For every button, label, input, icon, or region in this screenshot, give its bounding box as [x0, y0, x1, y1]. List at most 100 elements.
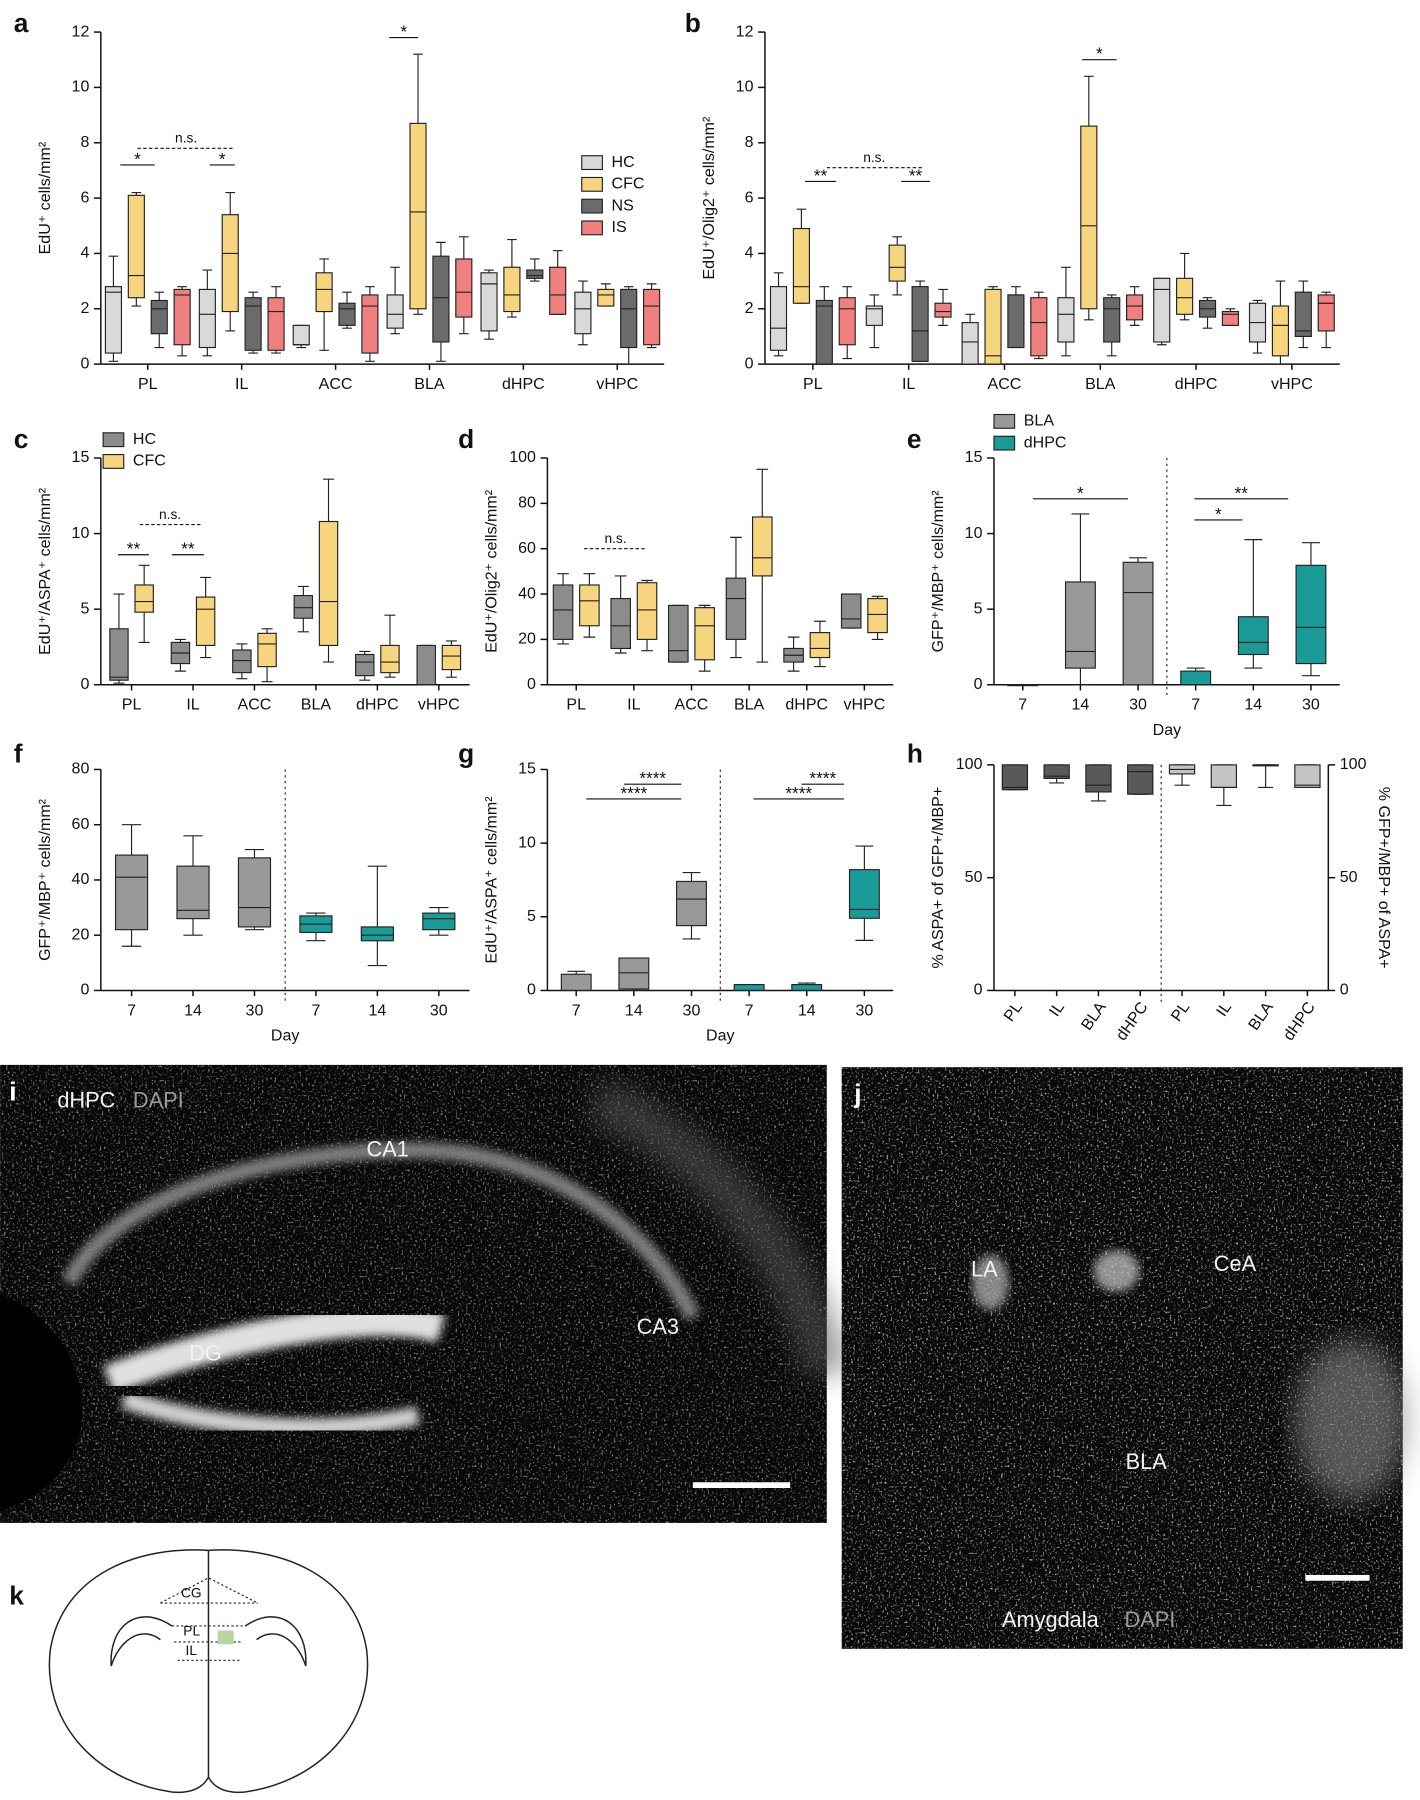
whisker-low — [1302, 663, 1320, 677]
whisker-low — [297, 618, 309, 633]
box — [620, 288, 638, 349]
x-tick-label: 30 — [430, 1001, 448, 1019]
box — [1153, 277, 1171, 343]
brain-diagram: CG PL IL k — [9, 1549, 369, 1794]
region-label: LA — [971, 1257, 998, 1282]
whisker-high — [756, 468, 769, 517]
whisker-low — [641, 639, 653, 652]
box — [409, 122, 427, 310]
box — [867, 598, 888, 634]
x-tick-label: dHPC — [502, 375, 545, 393]
x-tick-label: PL — [122, 696, 142, 714]
significance-label: **** — [785, 783, 812, 803]
whisker-high — [819, 286, 830, 301]
whisker-low — [390, 328, 400, 335]
whisker-low — [814, 657, 826, 668]
whisker-low — [1258, 764, 1274, 789]
y-tick-label: 2 — [80, 299, 89, 317]
box — [1043, 764, 1070, 779]
whisker-high — [730, 536, 742, 579]
whisker-high — [1179, 252, 1190, 279]
whisker-low — [892, 281, 903, 296]
whisker-high — [842, 286, 853, 298]
y-tick-label: 15 — [72, 448, 90, 466]
x-tick-label: dHPC — [356, 696, 399, 714]
whisker-high — [600, 283, 611, 290]
whisker-low — [698, 659, 711, 672]
box — [840, 593, 862, 629]
y-tick-label: 10 — [965, 524, 983, 542]
x-tick-label: BLA — [734, 696, 765, 714]
x-tick-label: IL — [1213, 999, 1235, 1020]
whisker-high — [297, 585, 309, 596]
whisker-low — [384, 672, 396, 678]
whisker-high — [113, 593, 125, 629]
box — [1317, 294, 1335, 332]
y-tick-label: 60 — [72, 815, 90, 833]
y-tick-label: 5 — [80, 599, 89, 617]
box — [1294, 291, 1312, 338]
whisker-low — [1084, 308, 1094, 321]
y-tick-label: 10 — [518, 833, 536, 851]
whisker-high — [459, 236, 469, 259]
box — [961, 322, 979, 365]
whisker-high — [390, 266, 400, 295]
box — [386, 294, 404, 329]
x-tick-label: 7 — [745, 1001, 754, 1019]
significance-label: n.s. — [159, 507, 181, 522]
whisker-low — [225, 311, 236, 332]
whisker-low — [413, 308, 423, 315]
box — [579, 584, 600, 627]
whisker-high — [965, 313, 975, 323]
whisker-low — [108, 353, 119, 362]
x-tick-label: ACC — [988, 375, 1022, 393]
whisker-low — [1106, 341, 1117, 357]
box — [173, 288, 191, 346]
box — [838, 297, 856, 346]
image-stain: DAPI — [133, 1087, 184, 1112]
x-tick-label: PL — [1167, 999, 1193, 1025]
box — [668, 604, 689, 663]
y2-tick-label: 50 — [1340, 868, 1358, 886]
panel-letter: f — [14, 739, 23, 769]
whisker-high — [1275, 280, 1286, 307]
box — [1126, 294, 1144, 321]
region-label: CeA — [1214, 1251, 1257, 1276]
box — [1122, 561, 1154, 686]
region-label: PL — [183, 1623, 200, 1638]
whisker-high — [814, 620, 826, 633]
legend-label: IS — [612, 218, 627, 236]
y2-axis-label: % GFP+/MBP+ of ASPA+ — [1375, 787, 1393, 969]
box — [1030, 297, 1048, 357]
whisker-high — [108, 255, 119, 287]
y-tick-label: 80 — [518, 494, 536, 512]
box — [725, 577, 747, 640]
significance-label: ** — [127, 539, 141, 559]
legend-swatch — [993, 413, 1016, 429]
y-tick-label: 2 — [745, 299, 754, 317]
x-tick-label: 7 — [311, 1001, 320, 1019]
whisker-high — [1298, 280, 1309, 293]
whisker-low — [177, 344, 187, 357]
whisker-low — [1179, 314, 1190, 321]
whisker-high — [578, 280, 588, 293]
whisker-high — [202, 269, 213, 290]
legend-swatch — [102, 454, 125, 469]
box — [574, 291, 592, 335]
whisker-low — [138, 612, 150, 643]
x-tick-label: PL — [803, 375, 823, 393]
x-tick-label: BLA — [1245, 998, 1277, 1033]
x-tick-label: BLA — [1078, 998, 1110, 1033]
x-tick-label: 7 — [572, 1001, 581, 1019]
whisker-low — [1129, 319, 1140, 326]
whisker-high — [915, 280, 925, 287]
significance-label: * — [1077, 483, 1084, 503]
box — [549, 266, 567, 315]
legend-label: CFC — [612, 175, 645, 193]
x-tick-label: dHPC — [1175, 375, 1218, 393]
box — [318, 520, 339, 647]
y-tick-label: 5 — [527, 907, 536, 925]
x-tick-label: 30 — [246, 1001, 264, 1019]
box — [694, 607, 715, 661]
whisker-low — [323, 645, 335, 663]
